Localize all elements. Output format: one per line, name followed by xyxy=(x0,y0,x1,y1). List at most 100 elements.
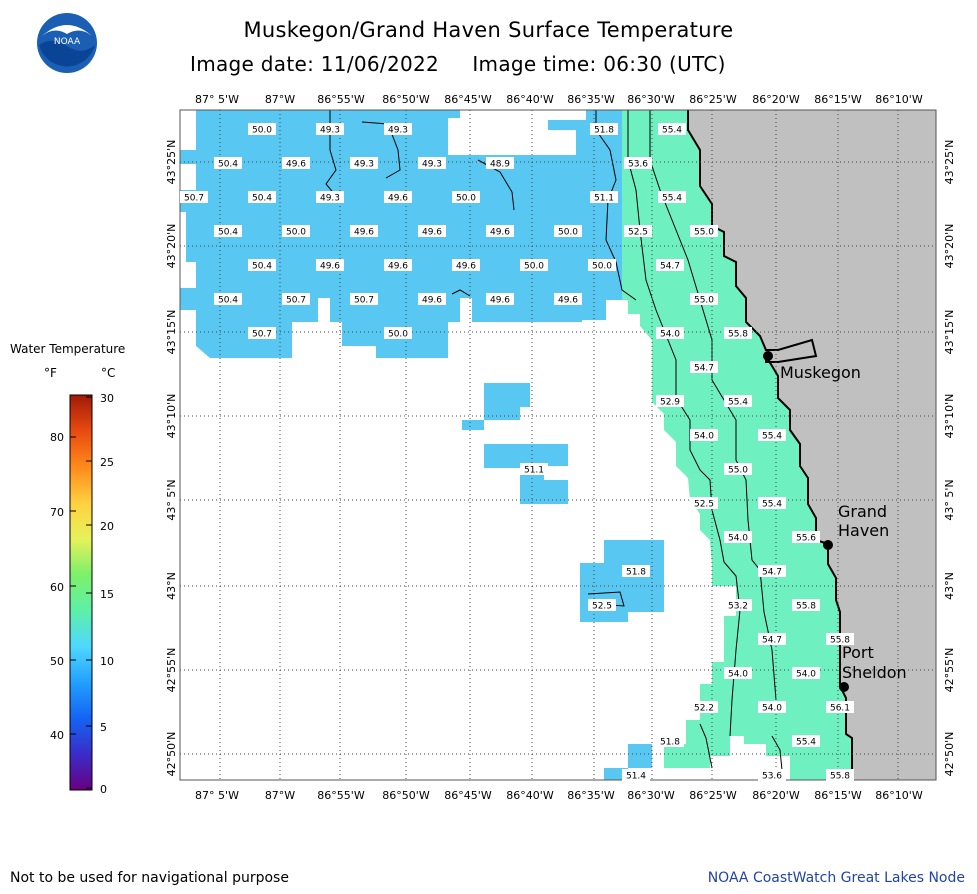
temperature-label: 55.0 xyxy=(694,228,714,238)
lat-tick: 43°20'N xyxy=(943,224,956,269)
lat-tick: 43°N xyxy=(165,572,178,600)
lat-tick: 43°15'N xyxy=(943,310,956,355)
temperature-label-box xyxy=(520,463,548,475)
temperature-label: 51.8 xyxy=(594,126,614,136)
lon-tick: 86°55'W xyxy=(317,93,365,106)
lat-tick: 43° 5'N xyxy=(165,479,178,520)
temperature-label: 49.6 xyxy=(490,228,510,238)
lon-tick: 86°25'W xyxy=(689,93,737,106)
temperature-label: 50.0 xyxy=(524,262,544,272)
temperature-label-box xyxy=(724,531,752,543)
city-label-muskegon: Muskegon xyxy=(780,363,861,382)
temperature-label: 54.7 xyxy=(694,364,714,374)
temperature-label-box xyxy=(690,225,718,237)
temperature-label-box xyxy=(486,157,514,169)
temperature-label-box xyxy=(418,225,446,237)
temperature-label-box xyxy=(656,259,684,271)
temperature-label: 49.6 xyxy=(320,262,340,272)
map-frame xyxy=(179,109,937,781)
temperature-label-box xyxy=(758,429,786,441)
temperature-label: 54.0 xyxy=(728,534,748,544)
temperature-label: 55.4 xyxy=(662,194,682,204)
legend-f-ticks: 80 70 60 50 40 xyxy=(50,431,64,742)
lat-tick: 43°15'N xyxy=(165,310,178,355)
temperature-label-box xyxy=(350,293,378,305)
temperature-label-box xyxy=(350,225,378,237)
temperature-label-box xyxy=(758,497,786,509)
temperature-label-box xyxy=(724,599,752,611)
temperature-label-box xyxy=(624,225,652,237)
credit: NOAA CoastWatch Great Lakes Node xyxy=(707,870,965,886)
temperature-label: 50.7 xyxy=(286,296,306,306)
lat-ticks: 43°25'N 43°20'N 43°15'N 43°10'N 43° 5'N … xyxy=(165,140,956,777)
temperature-label-box xyxy=(418,293,446,305)
land-michigan xyxy=(688,110,936,780)
lat-tick: 43°10'N xyxy=(943,394,956,439)
lon-tick: 86°15'W xyxy=(814,93,862,106)
lon-tick: 86°20'W xyxy=(752,789,800,802)
lon-tick: 86°35'W xyxy=(567,93,615,106)
lon-tick: 87° 5'W xyxy=(195,93,239,106)
temperature-label: 50.7 xyxy=(354,296,374,306)
muskegon-marker xyxy=(763,351,773,361)
temperature-label-box xyxy=(214,225,242,237)
temperature-label: 55.4 xyxy=(728,398,748,408)
temperature-label-box xyxy=(384,123,412,135)
temperature-label-box xyxy=(452,191,480,203)
temperature-label: 49.6 xyxy=(422,296,442,306)
lat-tick: 43° 5'N xyxy=(943,479,956,520)
temperature-label-box xyxy=(724,463,752,475)
temperature-label: 49.6 xyxy=(558,296,578,306)
temperature-label: 55.8 xyxy=(796,602,816,612)
temperature-label-box xyxy=(248,191,276,203)
temperature-label: 55.0 xyxy=(728,466,748,476)
temperature-label: 56.1 xyxy=(830,704,850,714)
lat-tick: 43°10'N xyxy=(165,394,178,439)
temperature-label-box xyxy=(384,327,412,339)
temperature-label: 55.4 xyxy=(762,500,782,510)
temperature-label: 50.4 xyxy=(252,194,272,204)
port-sheldon-marker xyxy=(839,682,849,692)
temperature-label-box xyxy=(180,191,208,203)
city-label-port-sheldon-2: Sheldon xyxy=(842,663,907,682)
temperature-label: 50.0 xyxy=(592,262,612,272)
temperature-label: 55.4 xyxy=(662,126,682,136)
lon-tick: 86°10'W xyxy=(875,789,923,802)
temperature-label: 50.7 xyxy=(184,194,204,204)
temperature-label-box xyxy=(588,599,616,611)
temperature-label-box xyxy=(316,123,344,135)
temperature-label-box xyxy=(384,259,412,271)
temperature-label: 50.4 xyxy=(218,228,238,238)
noaa-logo-text: NOAA xyxy=(54,37,81,47)
temperature-label-box xyxy=(486,293,514,305)
temperature-label-box xyxy=(656,735,684,747)
temperature-label-box xyxy=(758,633,786,645)
lon-tick: 87° 5'W xyxy=(195,789,239,802)
temperature-label: 49.6 xyxy=(422,228,442,238)
temperature-label: 55.8 xyxy=(830,636,850,646)
lon-tick: 86°35'W xyxy=(567,789,615,802)
temperature-label: 54.0 xyxy=(660,330,680,340)
temperature-label-box xyxy=(590,191,618,203)
lat-tick: 43°25'N xyxy=(165,140,178,185)
lon-tick: 86°50'W xyxy=(382,93,430,106)
lon-tick: 86°45'W xyxy=(444,93,492,106)
temperature-label-box xyxy=(690,361,718,373)
temperature-label: 52.9 xyxy=(660,398,680,408)
legend-unit-f: °F xyxy=(44,366,57,380)
temperature-label-box xyxy=(520,259,548,271)
temperature-label-box xyxy=(724,327,752,339)
temperature-label-box xyxy=(590,123,618,135)
temperature-label: 54.7 xyxy=(660,262,680,272)
temperature-label: 49.6 xyxy=(286,160,306,170)
temperature-label-box xyxy=(554,225,582,237)
temperature-label-box xyxy=(622,565,650,577)
temperature-label: 52.5 xyxy=(694,500,714,510)
city-label-port-sheldon-1: Port xyxy=(842,643,874,662)
city-markers: Muskegon Grand Haven Port Sheldon xyxy=(763,351,907,692)
temperature-label: 55.4 xyxy=(796,738,816,748)
temperature-label: 54.0 xyxy=(694,432,714,442)
legend-title: Water Temperature xyxy=(10,342,126,356)
temperature-label: 49.3 xyxy=(320,194,340,204)
